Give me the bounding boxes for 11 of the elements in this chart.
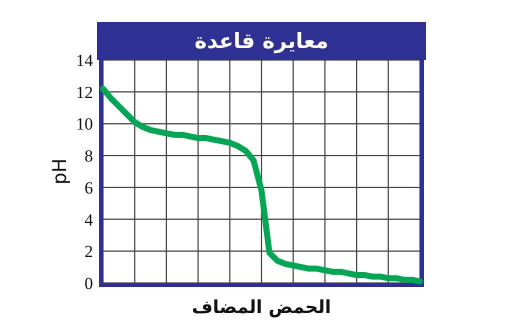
chart-title: معايرة قاعدة	[194, 29, 328, 54]
y-tick-label: 4	[84, 210, 94, 230]
y-tick-label: 8	[84, 146, 93, 166]
x-axis-title: الحمض المضاف	[192, 297, 332, 318]
y-tick-label: 10	[76, 114, 93, 134]
y-tick-label: 6	[84, 178, 93, 198]
y-axis-title: pH	[49, 158, 71, 185]
y-tick-label: 14	[76, 51, 94, 70]
y-tick-label: 12	[76, 82, 93, 102]
y-tick-label: 2	[84, 242, 93, 262]
y-tick-label: 0	[84, 274, 93, 293]
